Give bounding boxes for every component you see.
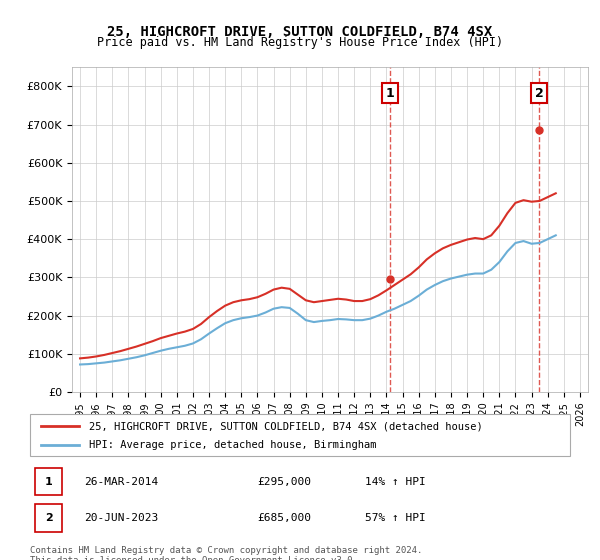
Text: Price paid vs. HM Land Registry's House Price Index (HPI): Price paid vs. HM Land Registry's House … [97,36,503,49]
Text: 57% ↑ HPI: 57% ↑ HPI [365,513,425,523]
FancyBboxPatch shape [35,504,62,532]
Text: 26-MAR-2014: 26-MAR-2014 [84,477,158,487]
Text: 2: 2 [45,513,53,523]
Text: 14% ↑ HPI: 14% ↑ HPI [365,477,425,487]
FancyBboxPatch shape [30,414,570,456]
Text: 20-JUN-2023: 20-JUN-2023 [84,513,158,523]
Text: 1: 1 [386,87,395,100]
Text: 2: 2 [535,87,544,100]
Text: 25, HIGHCROFT DRIVE, SUTTON COLDFIELD, B74 4SX (detached house): 25, HIGHCROFT DRIVE, SUTTON COLDFIELD, B… [89,421,483,431]
Text: Contains HM Land Registry data © Crown copyright and database right 2024.
This d: Contains HM Land Registry data © Crown c… [30,546,422,560]
Text: £685,000: £685,000 [257,513,311,523]
Text: £295,000: £295,000 [257,477,311,487]
Text: 25, HIGHCROFT DRIVE, SUTTON COLDFIELD, B74 4SX: 25, HIGHCROFT DRIVE, SUTTON COLDFIELD, B… [107,25,493,39]
Text: 1: 1 [45,477,53,487]
FancyBboxPatch shape [35,468,62,496]
Text: HPI: Average price, detached house, Birmingham: HPI: Average price, detached house, Birm… [89,440,377,450]
